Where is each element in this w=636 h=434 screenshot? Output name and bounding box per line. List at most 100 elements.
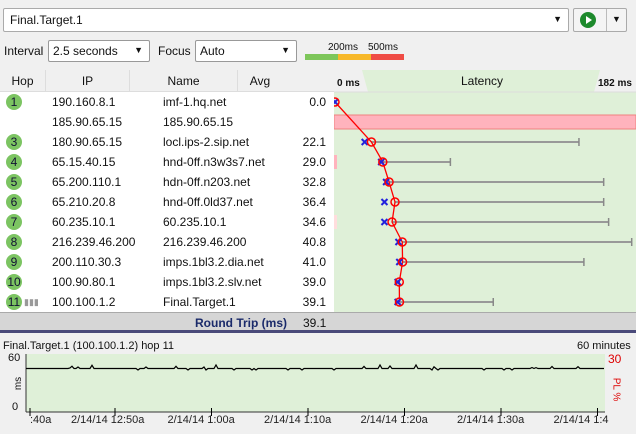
avg-latency-marker bbox=[390, 197, 400, 207]
hop-ip: 185.90.65.15 bbox=[52, 115, 123, 129]
avg-latency-marker bbox=[366, 137, 377, 147]
hop-badge: 9 bbox=[6, 254, 22, 270]
hop-badge: 5 bbox=[6, 174, 22, 190]
hop-badge: 10 bbox=[6, 274, 22, 290]
hop-badge: 4 bbox=[6, 154, 22, 170]
focus-label: Focus bbox=[158, 44, 191, 58]
col-ip[interactable]: IP bbox=[46, 70, 130, 92]
col-name[interactable]: Name bbox=[130, 70, 238, 92]
target-input[interactable]: Final.Target.1 ▼ bbox=[3, 8, 569, 32]
latency-title: Latency bbox=[461, 74, 504, 88]
history-y-bottom: 0 bbox=[12, 401, 19, 413]
history-span: 60 minutes bbox=[577, 340, 631, 352]
hop-row[interactable]: 185.90.65.15 185.90.65.15 bbox=[0, 112, 334, 132]
hop-avg: 22.1 bbox=[302, 135, 326, 149]
hop-ip: 65.210.20.8 bbox=[52, 195, 116, 209]
hop-ip: 65.15.40.15 bbox=[52, 155, 116, 169]
avg-latency-marker bbox=[334, 97, 340, 107]
chevron-down-icon[interactable]: ▼ bbox=[553, 14, 562, 24]
avg-latency-marker bbox=[394, 297, 405, 307]
avg-latency-marker bbox=[387, 217, 397, 227]
latency-min-label: 0 ms bbox=[337, 78, 360, 89]
x-tick-label: 2/14/14 1:4 bbox=[553, 414, 609, 426]
round-trip-value: 39.1 bbox=[303, 316, 327, 330]
hop-ip: 100.100.1.2 bbox=[52, 295, 116, 309]
hop-name: hnd-0ff.0ld37.net bbox=[163, 195, 253, 209]
history-y-top: 60 bbox=[8, 352, 21, 364]
hop-badge: 1 bbox=[6, 94, 22, 110]
hop-ip: 100.90.80.1 bbox=[52, 275, 116, 289]
hop-badge: 8 bbox=[6, 234, 22, 250]
hop-ip: 60.235.10.1 bbox=[52, 215, 116, 229]
hop-row[interactable]: 6 65.210.20.8 hnd-0ff.0ld37.net 36.4 bbox=[0, 192, 334, 212]
hop-row[interactable]: 7 60.235.10.1 60.235.10.1 34.6 bbox=[0, 212, 334, 232]
min-latency-marker bbox=[382, 178, 390, 186]
hop-row[interactable]: 8 216.239.46.200 216.239.46.200 40.8 bbox=[0, 232, 334, 252]
focus-select[interactable]: Auto ▼ bbox=[195, 40, 297, 62]
bar-chart-icon[interactable]: ▮▮▮ bbox=[24, 297, 39, 307]
x-tick-label: 2/14/14 12:50a bbox=[71, 414, 145, 426]
hop-row[interactable]: 9 200.110.30.3 imps.1bl3.2.dia.net 41.0 bbox=[0, 252, 334, 272]
hop-row[interactable]: 10 100.90.80.1 imps.1bl3.2.slv.net 39.0 bbox=[0, 272, 334, 292]
chevron-down-icon: ▼ bbox=[134, 45, 143, 55]
packet-loss-marker bbox=[334, 155, 337, 169]
col-avg[interactable]: Avg bbox=[249, 74, 271, 88]
x-tick-label: 2/14/14 1:30a bbox=[457, 414, 525, 426]
hop-name: imps.1bl3.2.dia.net bbox=[163, 255, 264, 269]
hop-ip: 65.200.110.1 bbox=[52, 175, 122, 189]
interval-select[interactable]: 2.5 seconds ▼ bbox=[48, 40, 150, 62]
interval-label: Interval bbox=[4, 44, 44, 58]
hop-name: locl.ips-2.sip.net bbox=[163, 135, 250, 149]
hop-avg: 34.6 bbox=[302, 215, 326, 229]
chevron-down-icon[interactable]: ▼ bbox=[612, 14, 621, 24]
col-hop[interactable]: Hop bbox=[0, 70, 46, 92]
hop-avg: 0.0 bbox=[309, 95, 326, 109]
x-tick-label: 2/14/14 1:10a bbox=[264, 414, 332, 426]
start-trace-button[interactable]: ▼ bbox=[573, 8, 627, 32]
hop-name: 185.90.65.15 bbox=[163, 115, 234, 129]
hop-badge: 6 bbox=[6, 194, 22, 210]
history-plot-area bbox=[26, 354, 605, 412]
history-latency-line bbox=[26, 363, 604, 371]
x-tick-label: :40a bbox=[30, 414, 52, 426]
latency-max-label: 182 ms bbox=[598, 78, 632, 89]
history-pl-top: 30 bbox=[608, 352, 622, 366]
hop-row[interactable]: 5 65.200.110.1 hdn-0ff.n203.net 32.8 bbox=[0, 172, 334, 192]
round-trip-bar: Round Trip (ms) 39.1 bbox=[0, 312, 636, 333]
play-icon bbox=[580, 12, 596, 28]
target-value: Final.Target.1 bbox=[10, 13, 83, 27]
hop-row[interactable]: 11 ▮▮▮ 100.100.1.2 Final.Target.1 39.1 bbox=[0, 292, 334, 312]
hop-ip: 216.239.46.200 bbox=[52, 235, 136, 249]
hop-name: 60.235.10.1 bbox=[163, 215, 227, 229]
min-latency-marker bbox=[334, 98, 339, 106]
min-latency-marker bbox=[380, 198, 389, 206]
hop-name: imps.1bl3.2.slv.net bbox=[163, 275, 262, 289]
avg-latency-marker bbox=[397, 257, 408, 267]
hop-avg: 36.4 bbox=[302, 195, 326, 209]
hop-badge: 3 bbox=[6, 134, 22, 150]
history-chart bbox=[25, 354, 605, 416]
scale-500-label: 500ms bbox=[368, 42, 399, 53]
hop-ip: 180.90.65.15 bbox=[52, 135, 123, 149]
min-latency-marker bbox=[380, 218, 389, 226]
hop-name: hdn-0ff.n203.net bbox=[163, 175, 251, 189]
focus-value: Auto bbox=[200, 44, 225, 58]
hop-row[interactable]: 4 65.15.40.15 hnd-0ff.n3w3s7.net 29.0 bbox=[0, 152, 334, 172]
latency-graph: 0 ms Latency 182 ms bbox=[334, 70, 636, 312]
hop-avg: 29.0 bbox=[302, 155, 326, 169]
hop-name: 216.239.46.200 bbox=[163, 235, 247, 249]
avg-latency-marker bbox=[378, 157, 388, 167]
hop-name: hnd-0ff.n3w3s7.net bbox=[163, 155, 265, 169]
hop-badge: 11 bbox=[6, 294, 22, 310]
hop-avg: 39.0 bbox=[302, 275, 326, 289]
avg-latency-marker bbox=[394, 277, 405, 287]
hop-avg: 39.1 bbox=[302, 295, 326, 309]
hop-row[interactable]: 1 190.160.8.1 imf-1.hq.net 0.0 bbox=[0, 92, 334, 112]
hop-row[interactable]: 3 180.90.65.15 locl.ips-2.sip.net 22.1 bbox=[0, 132, 334, 152]
scale-yellow bbox=[338, 54, 371, 60]
hop-badge: 7 bbox=[6, 214, 22, 230]
hop-name: imf-1.hq.net bbox=[163, 95, 227, 109]
hop-avg: 40.8 bbox=[302, 235, 326, 249]
interval-value: 2.5 seconds bbox=[53, 44, 118, 58]
packet-loss-marker bbox=[334, 215, 337, 229]
